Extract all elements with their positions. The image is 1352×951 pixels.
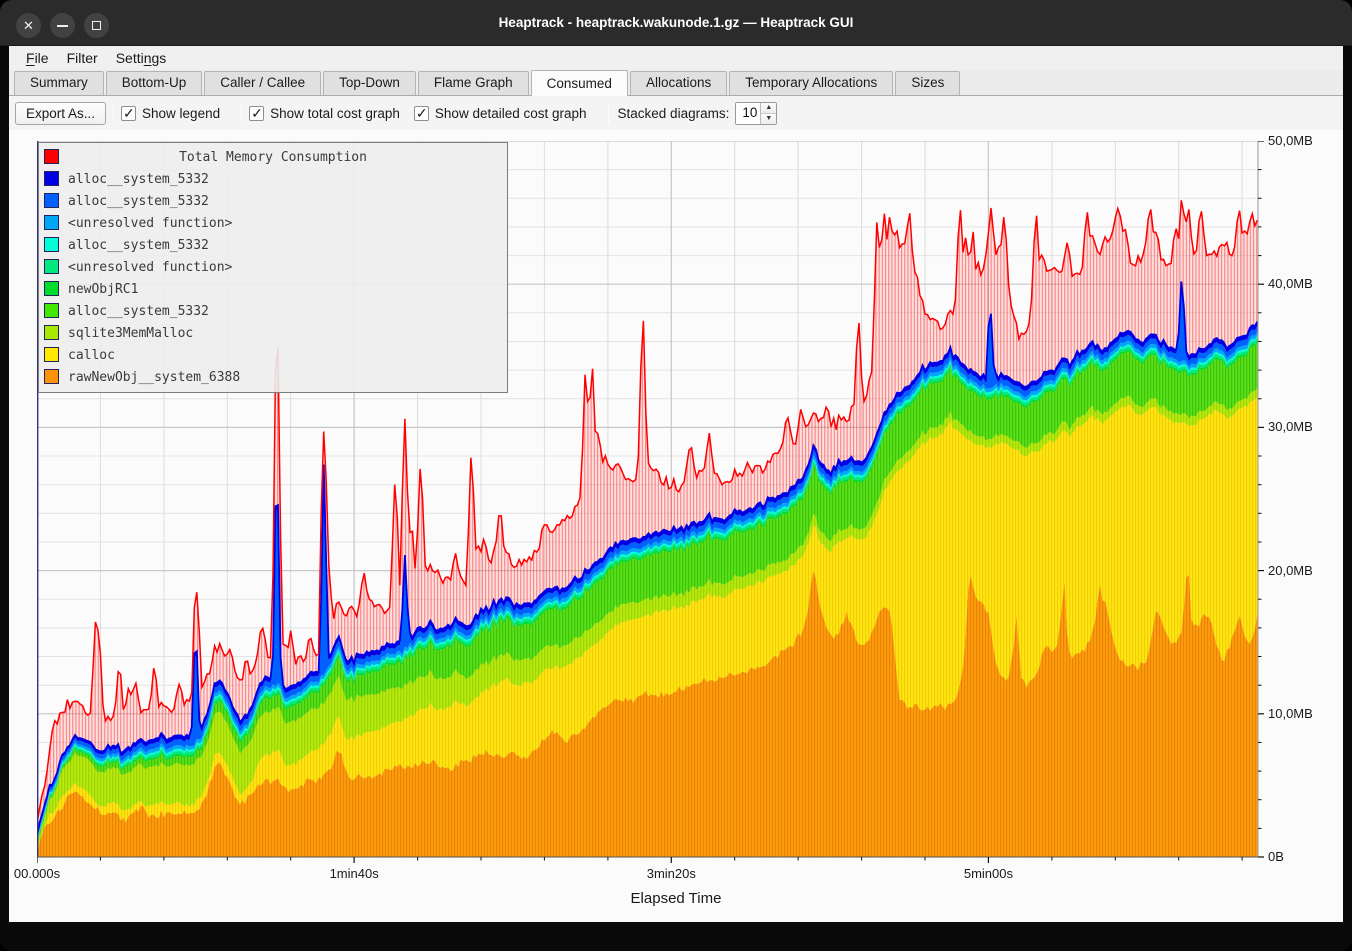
checkbox-icon: ✓ <box>413 104 429 121</box>
legend-swatch-icon <box>44 193 59 208</box>
legend-swatch-icon <box>44 215 59 230</box>
legend-item: alloc__system_5332 <box>39 190 507 212</box>
legend-item: <unresolved function> <box>39 212 507 234</box>
tab-bar: Summary Bottom-Up Caller / Callee Top-Do… <box>9 70 1343 96</box>
chart-panel: Elapsed Time Memory Consumed Total Memor… <box>9 130 1352 922</box>
legend-label: sqlite3MemMalloc <box>68 325 194 341</box>
close-icon: ✕ <box>23 18 34 33</box>
legend-item: sqlite3MemMalloc <box>39 322 507 344</box>
chart-legend: Total Memory Consumption alloc__system_53… <box>38 142 508 393</box>
legend-label: alloc__system_5332 <box>68 193 209 209</box>
export-as-button[interactable]: Export As... <box>15 101 107 125</box>
tab-temporary-allocations[interactable]: Temporary Allocations <box>729 71 894 95</box>
legend-swatch-icon <box>44 237 59 252</box>
title-bar[interactable]: ✕ Heaptrack - heaptrack.wakunode.1.gz — … <box>0 0 1352 46</box>
legend-label: newObjRC1 <box>68 281 139 297</box>
legend-item: alloc__system_5332 <box>39 168 507 190</box>
menu-bar: File Filter Settings <box>9 46 1343 70</box>
show-total-cost-checkbox[interactable]: ✓ Show total cost graph <box>249 104 400 121</box>
x-tick-label: 3min20s <box>646 866 696 881</box>
stacked-diagrams-spinner[interactable]: 10 ▲ ▼ <box>735 101 778 125</box>
y-tick-label: 10,0MB <box>1268 705 1313 721</box>
legend-item: alloc__system_5332 <box>39 300 507 322</box>
minimize-button[interactable] <box>50 13 75 38</box>
minimize-icon <box>57 25 68 27</box>
close-button[interactable]: ✕ <box>16 13 41 38</box>
legend-item: newObjRC1 <box>39 278 507 300</box>
y-tick-label: 50,0MB <box>1268 133 1313 148</box>
show-legend-checkbox[interactable]: ✓ Show legend <box>121 104 221 121</box>
legend-label: <unresolved function> <box>68 259 233 275</box>
tab-allocations[interactable]: Allocations <box>629 71 728 95</box>
legend-item: rawNewObj__system_6388 <box>39 366 507 388</box>
legend-label: calloc <box>68 347 115 363</box>
tab-consumed[interactable]: Consumed <box>530 70 628 96</box>
legend-swatch-icon <box>44 369 59 384</box>
legend-label: rawNewObj__system_6388 <box>68 369 241 385</box>
y-tick-label: 40,0MB <box>1268 276 1313 292</box>
x-tick-label: 00.000s <box>13 866 61 881</box>
legend-label: alloc__system_5332 <box>68 303 209 319</box>
checkbox-icon: ✓ <box>121 104 137 121</box>
memory-chart <box>37 141 1264 863</box>
legend-swatch-icon <box>44 347 59 362</box>
tab-flame-graph[interactable]: Flame Graph <box>417 71 529 95</box>
legend-label: alloc__system_5332 <box>68 171 209 187</box>
legend-swatch-icon <box>44 149 59 164</box>
legend-swatch-icon <box>44 259 59 274</box>
client-area: File Filter Settings Summary Bottom-Up C… <box>9 46 1352 922</box>
legend-swatch-icon <box>44 325 59 340</box>
spinner-down-icon[interactable]: ▼ <box>761 113 777 124</box>
legend-swatch-icon <box>44 171 59 186</box>
legend-swatch-icon <box>44 281 59 296</box>
spinner-up-icon[interactable]: ▲ <box>761 102 777 114</box>
legend-item: calloc <box>39 344 507 366</box>
legend-item: Total Memory Consumption <box>39 146 507 168</box>
show-detailed-cost-checkbox[interactable]: ✓ Show detailed cost graph <box>413 104 587 121</box>
y-tick-label: 0B <box>1268 849 1284 864</box>
x-axis-title: Elapsed Time <box>630 890 722 907</box>
legend-item: <unresolved function> <box>39 256 507 278</box>
stacked-diagrams-label: Stacked diagrams: <box>617 105 730 121</box>
menu-settings[interactable]: Settings <box>115 50 167 66</box>
y-tick-label: 30,0MB <box>1268 419 1313 435</box>
window-title: Heaptrack - heaptrack.wakunode.1.gz — He… <box>498 15 854 30</box>
tab-top-down[interactable]: Top-Down <box>323 71 416 95</box>
toolbar-separator <box>113 103 115 123</box>
tab-bottom-up[interactable]: Bottom-Up <box>105 71 203 95</box>
x-tick-label: 5min00s <box>963 866 1013 881</box>
y-tick-label: 20,0MB <box>1268 562 1313 578</box>
tab-summary[interactable]: Summary <box>14 71 104 95</box>
legend-label: alloc__system_5332 <box>68 237 209 253</box>
spinner-value: 10 <box>742 104 758 120</box>
legend-swatch-icon <box>44 303 59 318</box>
legend-title: Total Memory Consumption <box>179 149 367 165</box>
toolbar-separator <box>241 103 243 123</box>
menu-filter[interactable]: Filter <box>66 50 98 66</box>
checkbox-icon: ✓ <box>249 104 265 121</box>
toolbar-separator <box>607 103 609 123</box>
maximize-icon <box>92 21 101 30</box>
maximize-button[interactable] <box>84 13 109 38</box>
tab-caller-callee[interactable]: Caller / Callee <box>204 71 322 95</box>
x-tick-label: 1min40s <box>329 866 379 881</box>
chart-plot[interactable] <box>37 141 1268 867</box>
tab-sizes[interactable]: Sizes <box>895 71 961 95</box>
legend-item: alloc__system_5332 <box>39 234 507 256</box>
menu-file[interactable]: File <box>26 50 49 66</box>
legend-label: <unresolved function> <box>68 215 233 231</box>
toolbar: Export As... ✓ Show legend ✓ Show total … <box>9 96 1343 130</box>
